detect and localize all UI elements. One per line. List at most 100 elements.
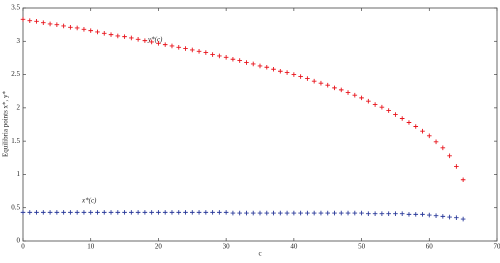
point bbox=[237, 211, 242, 216]
point bbox=[325, 211, 330, 216]
point bbox=[149, 210, 154, 215]
y-tick-label: 0.5 bbox=[11, 203, 20, 211]
point bbox=[163, 42, 168, 47]
point bbox=[129, 210, 134, 215]
point bbox=[102, 210, 107, 215]
point bbox=[34, 210, 39, 215]
point bbox=[346, 211, 351, 216]
point bbox=[143, 38, 148, 43]
point bbox=[122, 210, 127, 215]
point bbox=[447, 215, 452, 220]
point bbox=[386, 108, 391, 113]
point bbox=[366, 99, 371, 104]
point bbox=[204, 50, 209, 55]
point bbox=[413, 124, 418, 129]
point bbox=[339, 88, 344, 93]
point bbox=[116, 210, 121, 215]
point bbox=[312, 79, 317, 84]
point bbox=[461, 217, 466, 222]
point bbox=[176, 210, 181, 215]
point bbox=[346, 90, 351, 95]
point bbox=[264, 211, 269, 216]
point bbox=[82, 27, 87, 32]
x-tick-label: 30 bbox=[223, 243, 231, 251]
point bbox=[319, 81, 324, 86]
point bbox=[454, 164, 459, 169]
point bbox=[441, 146, 446, 151]
point bbox=[251, 211, 256, 216]
point bbox=[251, 62, 256, 67]
point bbox=[190, 48, 195, 53]
point bbox=[353, 211, 358, 216]
point bbox=[136, 37, 141, 42]
point bbox=[359, 96, 364, 101]
point bbox=[231, 57, 236, 62]
point bbox=[258, 211, 263, 216]
point bbox=[393, 211, 398, 216]
point bbox=[400, 211, 405, 216]
point bbox=[27, 210, 32, 215]
point bbox=[163, 210, 168, 215]
point bbox=[55, 210, 60, 215]
point bbox=[183, 210, 188, 215]
point bbox=[75, 26, 80, 31]
point bbox=[55, 22, 60, 27]
point bbox=[231, 211, 236, 216]
point bbox=[170, 210, 175, 215]
point bbox=[88, 28, 93, 33]
point bbox=[373, 211, 378, 216]
point bbox=[41, 20, 46, 25]
y-tick-label: 0 bbox=[17, 237, 21, 245]
x-tick-label: 60 bbox=[426, 243, 434, 251]
point bbox=[204, 210, 209, 215]
point bbox=[393, 112, 398, 117]
point bbox=[68, 210, 73, 215]
point bbox=[332, 211, 337, 216]
x-tick-label: 40 bbox=[290, 243, 298, 251]
y-tick-label: 3 bbox=[17, 37, 21, 45]
point bbox=[136, 210, 141, 215]
point bbox=[190, 210, 195, 215]
point bbox=[21, 210, 26, 215]
point bbox=[95, 210, 100, 215]
point bbox=[109, 210, 114, 215]
annotation: y*(c) bbox=[147, 36, 163, 44]
y-tick-label: 2.5 bbox=[11, 70, 20, 78]
point bbox=[312, 211, 317, 216]
x-tick-label: 20 bbox=[155, 243, 163, 251]
point bbox=[116, 34, 121, 39]
point bbox=[285, 211, 290, 216]
point bbox=[441, 214, 446, 219]
point bbox=[75, 210, 80, 215]
point bbox=[420, 212, 425, 217]
x-tick-label: 70 bbox=[494, 243, 500, 251]
point bbox=[210, 210, 215, 215]
annotation: x*(c) bbox=[81, 197, 97, 205]
point bbox=[129, 36, 134, 41]
point bbox=[34, 19, 39, 24]
point bbox=[461, 177, 466, 182]
point bbox=[244, 211, 249, 216]
point bbox=[258, 64, 263, 69]
point bbox=[102, 31, 107, 36]
point bbox=[298, 211, 303, 216]
point bbox=[68, 25, 73, 30]
point bbox=[427, 134, 432, 139]
point bbox=[61, 24, 66, 29]
y-tick-label: 3.5 bbox=[11, 4, 20, 12]
x-tick-label: 10 bbox=[87, 243, 95, 251]
point bbox=[224, 55, 229, 60]
point bbox=[278, 69, 283, 74]
point bbox=[21, 17, 26, 22]
point bbox=[217, 210, 222, 215]
point bbox=[122, 34, 127, 39]
point bbox=[244, 60, 249, 65]
point bbox=[61, 210, 66, 215]
point bbox=[217, 54, 222, 59]
point bbox=[41, 210, 46, 215]
point bbox=[434, 140, 439, 145]
point bbox=[197, 49, 202, 54]
point bbox=[447, 153, 452, 158]
point bbox=[319, 211, 324, 216]
